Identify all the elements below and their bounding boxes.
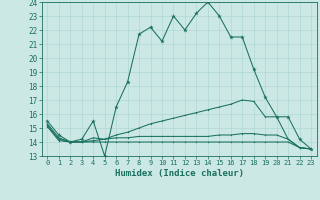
X-axis label: Humidex (Indice chaleur): Humidex (Indice chaleur) <box>115 169 244 178</box>
